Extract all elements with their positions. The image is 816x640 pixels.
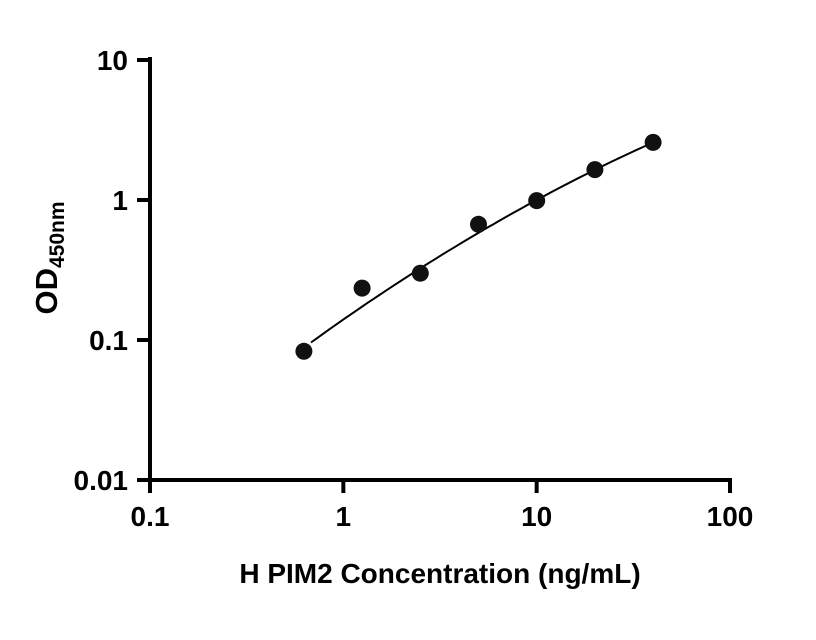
- y-axis-tick-label: 0.1: [89, 325, 128, 356]
- y-axis-title-subscript: 450nm: [46, 201, 70, 269]
- x-axis-tick-label: 100: [707, 501, 754, 532]
- x-axis-tick-label: 0.1: [131, 501, 170, 532]
- y-axis-tick-label: 10: [97, 45, 128, 76]
- data-point: [586, 161, 604, 179]
- y-axis-tick-label: 1: [112, 185, 128, 216]
- data-point: [528, 192, 546, 210]
- x-axis-tick-label: 10: [521, 501, 552, 532]
- x-axis-title: H PIM2 Concentration (ng/mL): [239, 558, 641, 589]
- data-point: [644, 133, 662, 151]
- y-axis-title: OD450nm: [19, 108, 75, 408]
- data-point: [353, 279, 371, 297]
- data-point: [470, 215, 487, 233]
- data-point: [295, 342, 313, 360]
- y-axis-tick-label: 0.01: [74, 465, 129, 496]
- data-point: [411, 264, 429, 282]
- y-axis-title-main: OD: [29, 268, 64, 315]
- x-axis-tick-label: 1: [336, 501, 352, 532]
